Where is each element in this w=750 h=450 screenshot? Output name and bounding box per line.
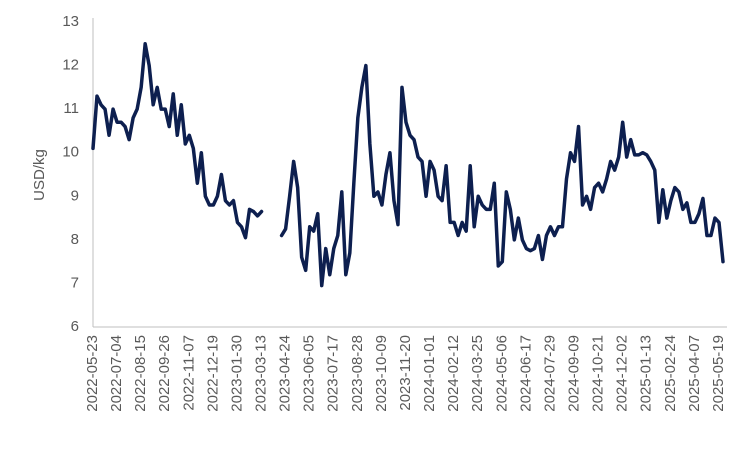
y-tick-label: 10 [62,144,79,161]
y-tick-label: 9 [71,187,79,204]
x-tick-label: 2024-01-01 [421,335,438,412]
x-tick-label: 2024-09-09 [565,335,582,412]
y-tick-label: 7 [71,274,79,291]
y-tick-label: 13 [62,13,79,30]
y-tick-label: 8 [71,231,79,248]
y-tick-label: 11 [63,100,79,117]
x-tick-label: 2022-09-26 [156,335,173,412]
x-tick-label: 2023-04-24 [277,335,294,412]
x-tick-label: 2023-08-28 [349,335,366,412]
x-tick-label: 2024-05-06 [493,335,510,412]
x-tick-label: 2023-07-17 [325,335,342,412]
x-tick-label: 2022-12-19 [204,335,221,412]
y-axis-label: USD/kg [31,149,48,201]
x-tick-label: 2025-05-19 [710,335,727,412]
x-tick-label: 2024-10-21 [590,335,607,412]
x-tick-label: 2023-10-09 [373,335,390,412]
x-tick-label: 2022-05-23 [84,335,101,412]
x-tick-label: 2024-07-29 [541,335,558,412]
y-tick-label: 12 [62,57,79,74]
x-tick-label: 2024-03-25 [469,335,486,412]
line-series [91,42,725,288]
x-tick-label: 2025-02-24 [662,335,679,412]
x-tick-label: 2022-08-15 [132,335,149,412]
x-tick-label: 2025-04-07 [686,335,703,412]
x-tick-label: 2024-06-17 [517,335,534,412]
x-tick-label: 2024-02-12 [445,335,462,412]
x-tick-label: 2023-01-30 [228,335,245,412]
x-tick-label: 2024-12-02 [614,335,631,412]
x-tick-label: 2025-01-13 [638,335,655,412]
y-tick-label: 6 [71,318,79,335]
x-tick-label: 2023-03-13 [253,335,270,412]
x-tick-label: 2023-11-20 [397,335,414,411]
x-tick-label: 2022-07-04 [108,335,125,412]
x-tick-label: 2022-11-07 [180,335,197,411]
x-tick-label: 2023-06-05 [301,335,318,412]
